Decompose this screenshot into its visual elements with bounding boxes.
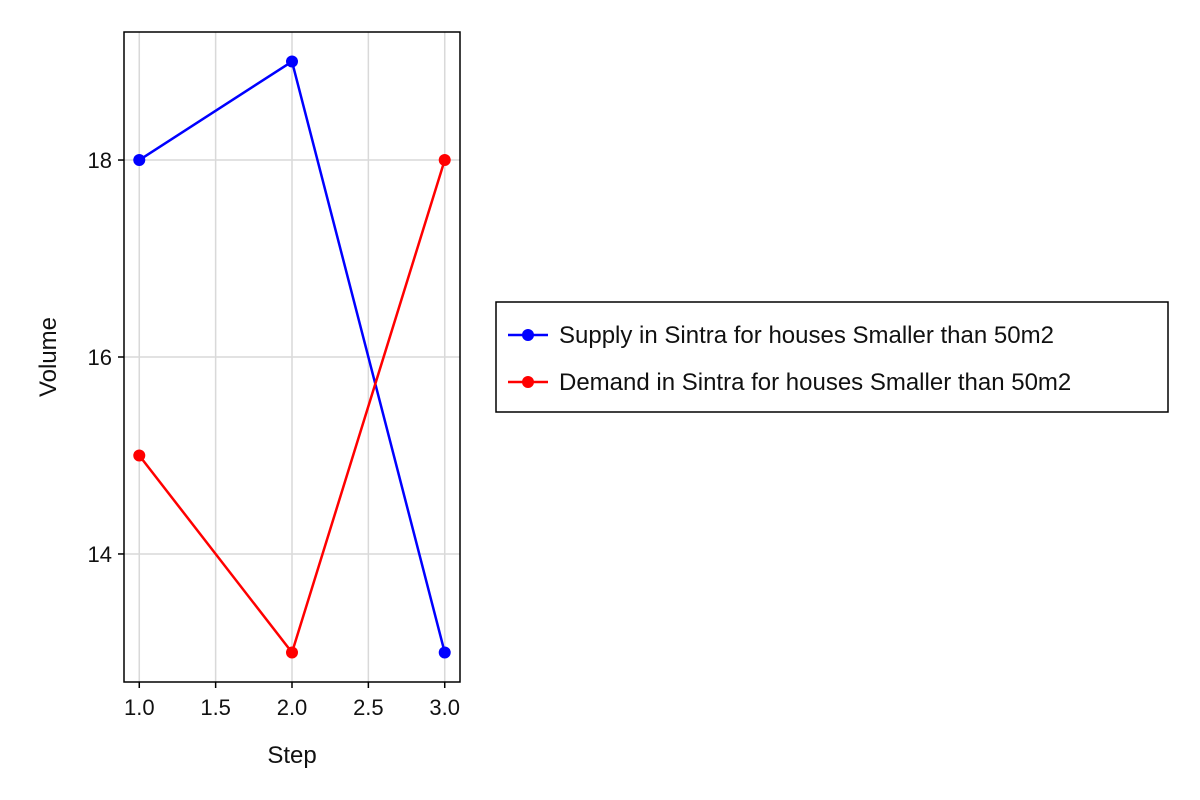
legend-swatch-marker: [522, 376, 534, 388]
x-tick-label: 1.5: [200, 695, 231, 720]
x-tick-label: 2.5: [353, 695, 384, 720]
y-tick-label: 16: [88, 345, 112, 370]
data-point: [438, 154, 451, 167]
legend-entry: Supply in Sintra for houses Smaller than…: [508, 322, 1054, 349]
data-point: [133, 449, 146, 462]
legend-entry: Demand in Sintra for houses Smaller than…: [508, 369, 1071, 396]
grid: [124, 32, 460, 682]
series-1: [133, 55, 451, 659]
data-point: [438, 646, 451, 659]
x-axis-label: Step: [267, 742, 316, 769]
y-tick-label: 14: [88, 542, 112, 567]
x-tick-label: 1.0: [124, 695, 155, 720]
legend-box: [495, 301, 1169, 413]
legend-label: Demand in Sintra for houses Smaller than…: [559, 369, 1071, 396]
data-point: [286, 55, 298, 68]
series: [133, 55, 451, 659]
legend: Supply in Sintra for houses Smaller than…: [495, 301, 1169, 413]
legend-swatch-marker: [522, 329, 534, 341]
data-point: [133, 154, 146, 167]
axis-ticks: 1.0 1.5 2.0 2.5 3.0 14 16 18: [88, 148, 461, 720]
series-2: [133, 154, 451, 659]
x-tick-label: 2.0: [277, 695, 308, 720]
legend-entries: Supply in Sintra for houses Smaller than…: [508, 322, 1071, 396]
y-axis-label: Volume: [35, 317, 62, 397]
y-tick-label: 18: [88, 148, 112, 173]
x-tick-label: 3.0: [429, 695, 460, 720]
data-point: [286, 646, 298, 659]
legend-label: Supply in Sintra for houses Smaller than…: [559, 322, 1054, 349]
